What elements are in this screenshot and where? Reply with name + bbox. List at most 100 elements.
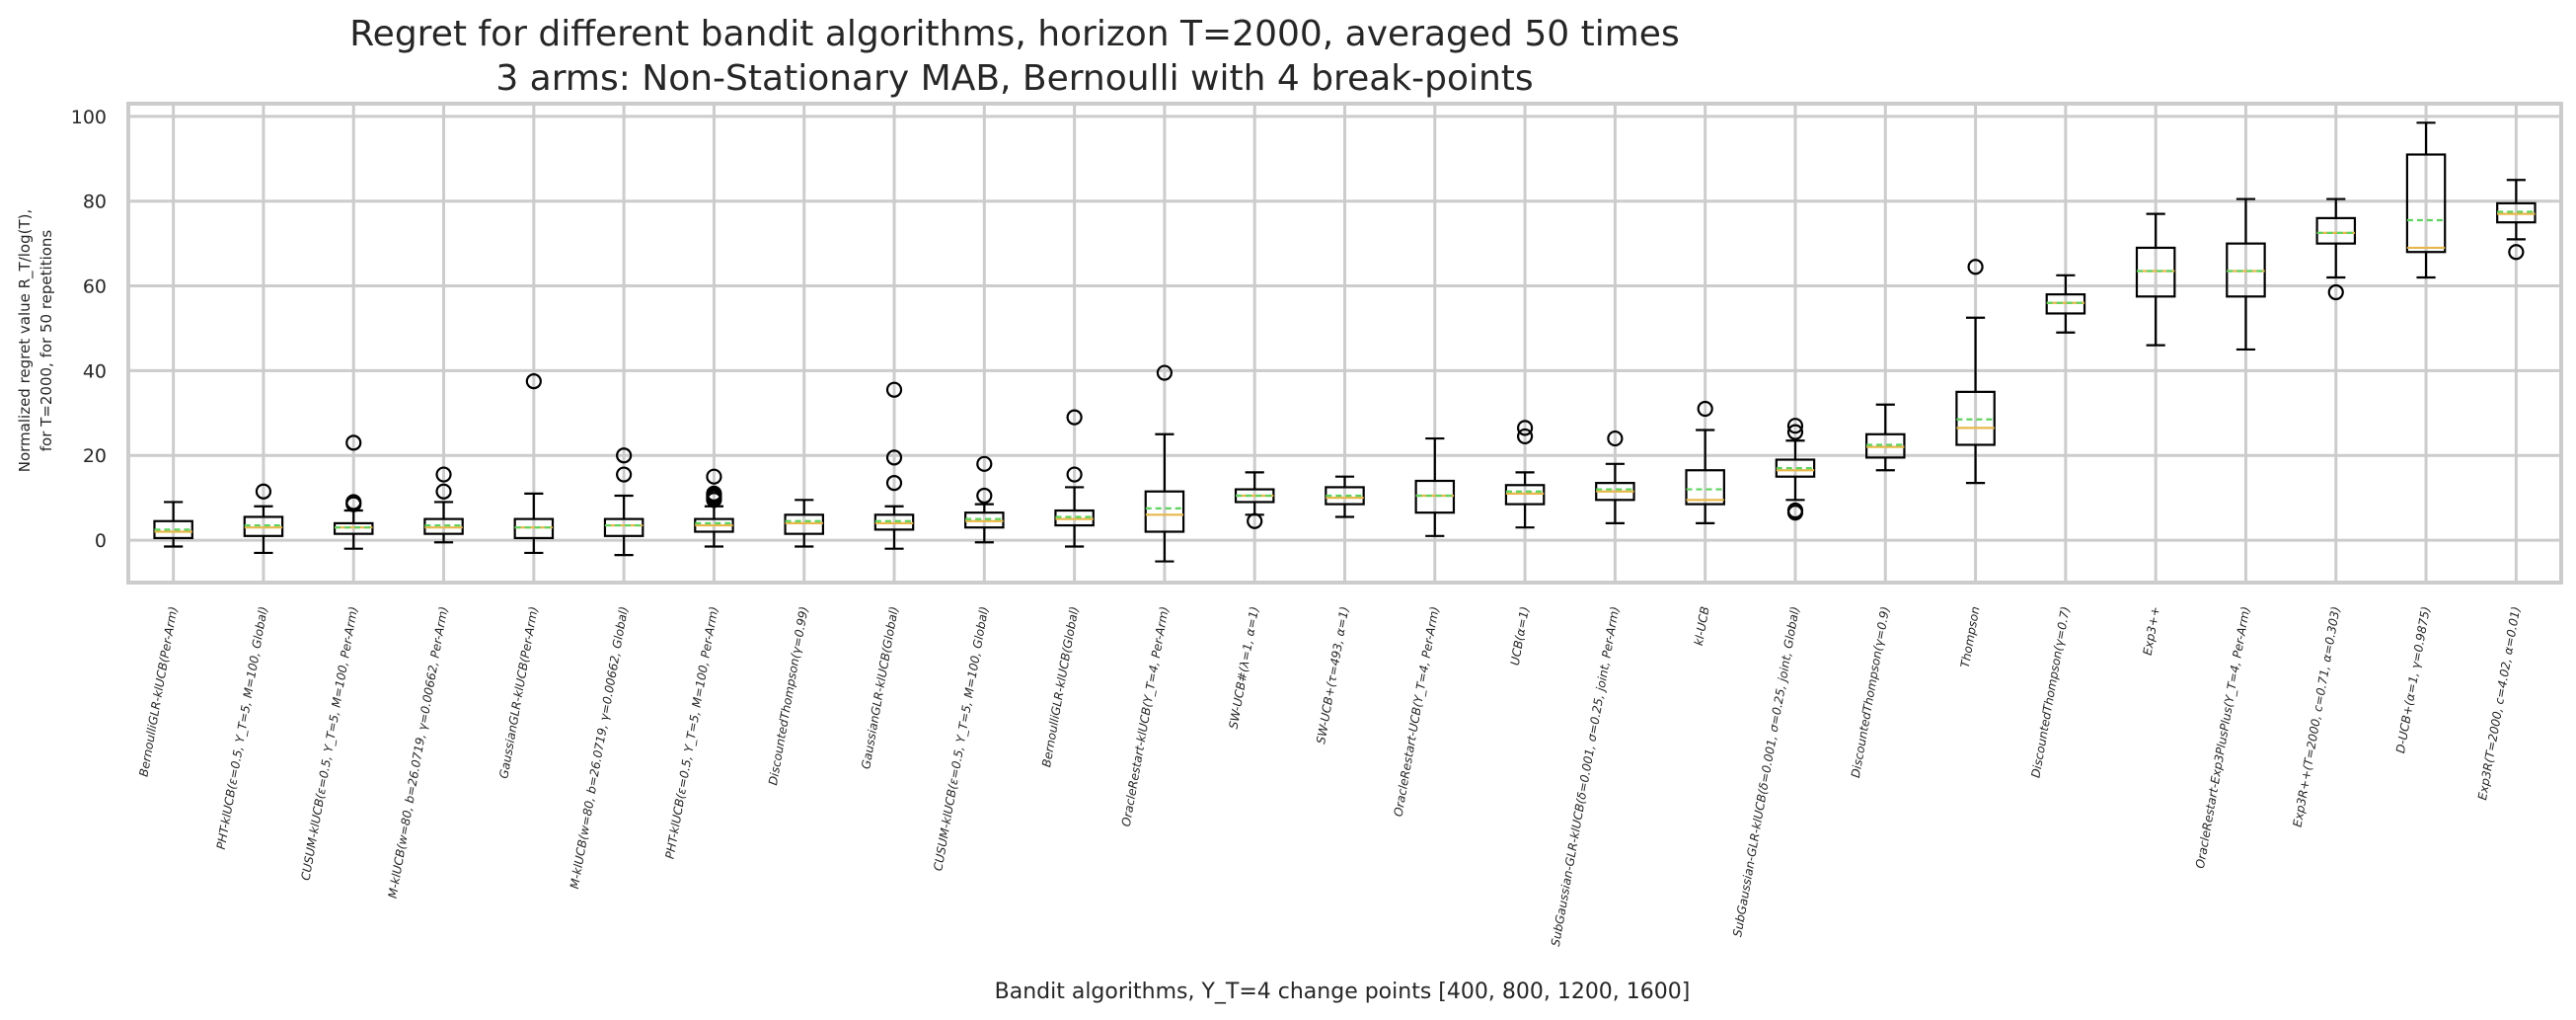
x-tick-label: SW-UCB+(τ=493, α=1) [1314, 605, 1351, 745]
x-tick-label: PHT-klUCB(ε=0.5, Υ_T=5, M=100, Per-Arm) [663, 605, 721, 860]
outlier-point [435, 466, 452, 483]
box-iqr [603, 517, 644, 537]
outlier-point [885, 449, 903, 466]
box-iqr [1144, 490, 1185, 533]
outlier-point [706, 485, 722, 502]
outlier-point [1156, 364, 1174, 381]
box-17 [1595, 430, 1635, 525]
x-tick-label: M-klUCB(w=80, b=26.0719, γ=0.00662, Glob… [568, 605, 631, 890]
outlier-point [2327, 283, 2344, 301]
box-12 [1144, 364, 1185, 563]
x-tick-label: CUSUM-klUCB(ε=0.5, Υ_T=5, M=100, Per-Arm… [299, 605, 361, 882]
y-tick-label: 0 [95, 530, 107, 552]
box-14 [1325, 475, 1365, 518]
x-tick-label: OracleRestart-klUCB(Υ_T=4, Per-Arm) [1119, 605, 1172, 827]
box-20 [1865, 403, 1906, 472]
chart-title-line2: 3 arms: Non-Stationary MAB, Bernoulli wi… [495, 58, 1533, 99]
y-axis-label-line1: Normalized regret value R_T/log(T), [16, 209, 35, 473]
outlier-point [1066, 466, 1083, 483]
outlier-point [1786, 502, 1804, 519]
x-axis-label: Bandit algorithms, Υ_T=4 change points [… [995, 980, 1691, 1004]
outlier-point [1697, 400, 1713, 418]
x-tick-label: OracleRestart-UCB(Υ_T=4, Per-Arm) [1391, 605, 1441, 818]
box-27 [2496, 179, 2537, 261]
outlier-point [976, 455, 993, 472]
y-tick-label: 100 [71, 107, 107, 128]
box-26 [2405, 121, 2447, 279]
x-tick-label: Exp3++ [2141, 605, 2162, 657]
box-4 [423, 466, 464, 544]
box-16 [1504, 420, 1546, 529]
outlier-point [616, 466, 633, 483]
x-tick-label: M-klUCB(w=80, b=26.0719, γ=0.00662, Per-… [386, 605, 451, 900]
outlier-point [885, 381, 903, 398]
box-22 [2045, 274, 2086, 334]
x-tick-label: Exp3R(T=2000, c=4.02, α=0.01) [2475, 605, 2523, 801]
box-1 [153, 501, 193, 548]
outlier-point [1786, 418, 1804, 434]
y-tick-label: 40 [83, 360, 107, 382]
box-iqr [1685, 469, 1725, 506]
x-tick-label: UCB(α=1) [1508, 605, 1532, 667]
outlier-point [345, 494, 362, 510]
x-tick-label: Thompson [1958, 605, 1983, 668]
x-tick-label: BernoulliGLR-klUCB(Global) [1039, 605, 1081, 768]
box-13 [1234, 471, 1275, 529]
box-iqr [2315, 216, 2357, 245]
box-15 [1414, 436, 1456, 537]
box-11 [1054, 409, 1095, 548]
x-tick-label: SubGaussian-GLR-klUCB(δ=0.001, σ=0.25, j… [1730, 605, 1802, 938]
x-tick-label: OracleRestart-Exp3PlusPlus(Υ_T=4, Per-Ar… [2193, 605, 2253, 870]
box-19 [1775, 418, 1816, 521]
outlier-point [616, 447, 633, 464]
box-6 [603, 447, 644, 557]
x-tick-label: BernoulliGLR-klUCB(Per-Arm) [136, 605, 180, 778]
x-tick-label: DiscountedThompson(γ=0.9) [1849, 605, 1892, 779]
plot-frame [126, 102, 2563, 585]
x-tick-label: GaussianGLR-klUCB(Global) [859, 605, 901, 770]
box-2 [243, 483, 284, 555]
outlier-point [1247, 512, 1263, 529]
x-tick-label: SubGaussian-GLR-klUCB(δ=0.001, σ=0.25, j… [1549, 605, 1622, 947]
y-tick-label: 60 [83, 276, 107, 298]
outlier-point [525, 373, 542, 390]
outlier-point [1967, 259, 1984, 275]
x-tick-label: SW-UCB#(λ=1, α=1) [1227, 605, 1262, 730]
xtick-layer: BernoulliGLR-klUCB(Per-Arm) PHT-klUCB(ε=0… [136, 605, 2523, 947]
box-7 [694, 468, 734, 548]
box-8 [784, 499, 824, 548]
outlier-point [706, 468, 722, 485]
outlier-point [1516, 428, 1534, 445]
box-3 [333, 434, 374, 550]
x-tick-label: DiscountedThompson(γ=0.99) [766, 605, 811, 786]
y-axis-label-line2: for T=2000, for 50 repetitions [38, 230, 55, 452]
box-24 [2226, 197, 2266, 352]
box-25 [2315, 197, 2357, 301]
box-iqr [2405, 153, 2447, 254]
box-21 [1955, 259, 1996, 485]
outlier-point [1516, 420, 1534, 436]
outlier-point [1786, 424, 1804, 440]
x-tick-label: Exp3R++(T=2000, c=0.71, α=0.303) [2291, 605, 2343, 828]
ytick-layer: 0 20 40 60 80 100 [71, 107, 107, 552]
box-5 [513, 373, 555, 555]
outlier-point [885, 475, 903, 492]
x-tick-label: D-UCB+(α=1, γ=0.9875) [2393, 605, 2433, 754]
outlier-point [1066, 409, 1083, 426]
outlier-point [976, 487, 993, 505]
box-23 [2135, 212, 2176, 347]
x-tick-label: CUSUM-klUCB(ε=0.5, Υ_T=5, M=100, Global) [931, 605, 991, 872]
outlier-point [255, 483, 272, 500]
box-9 [873, 381, 915, 550]
outlier-point [2508, 244, 2525, 261]
x-tick-label: kl-UCB [1692, 605, 1712, 647]
box-18 [1685, 400, 1725, 525]
boxes-layer [153, 121, 2537, 563]
y-tick-label: 80 [83, 192, 107, 213]
outlier-point [435, 483, 452, 500]
x-tick-label: DiscountedThompson(γ=0.7) [2028, 605, 2072, 779]
x-tick-label: GaussianGLR-klUCB(Per-Arm) [496, 605, 540, 780]
box-10 [964, 455, 1005, 544]
chart-title-line1: Regret for different bandit algorithms, … [349, 14, 1679, 54]
